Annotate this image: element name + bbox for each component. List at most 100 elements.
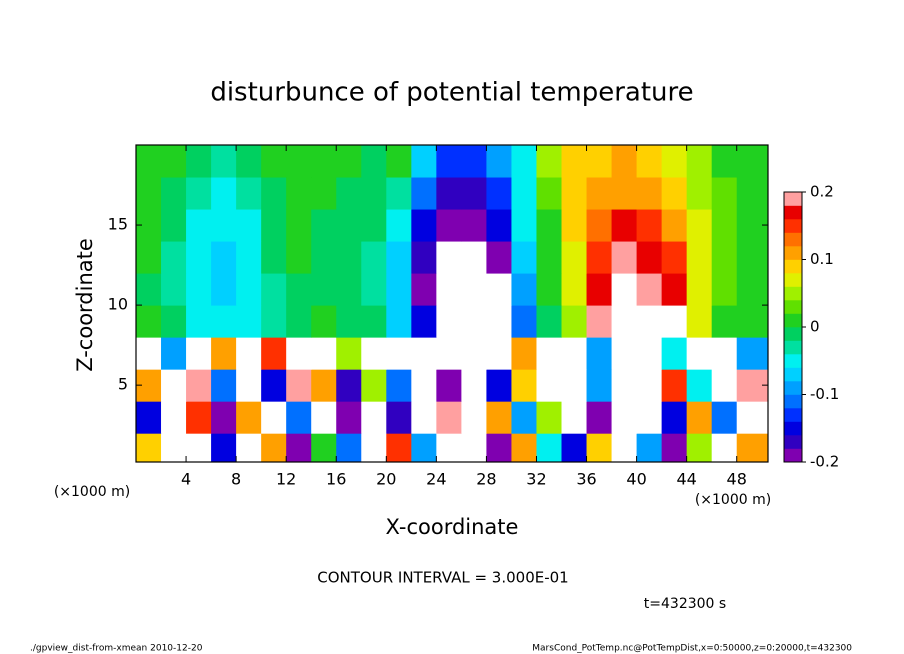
heat-cell [736, 177, 768, 210]
heat-cell [361, 241, 387, 274]
heat-cell [411, 145, 437, 178]
heat-cell [711, 145, 738, 178]
heat-cell [286, 433, 312, 462]
heat-cell [661, 401, 688, 434]
heat-cell [186, 177, 212, 210]
heat-cell [511, 305, 537, 338]
heat-cell [586, 433, 613, 462]
heat-cell [636, 177, 663, 210]
heat-cell [436, 305, 462, 338]
heat-cell [411, 401, 437, 434]
heat-cell [411, 177, 437, 210]
heat-cell [161, 337, 187, 370]
heat-cell [536, 145, 563, 178]
heat-cell [736, 273, 768, 306]
heat-cell [586, 273, 613, 306]
x-tick-label: 16 [326, 470, 346, 489]
x-tick-label: 8 [231, 470, 241, 489]
heat-cell [286, 369, 312, 402]
x-tick-label: 40 [626, 470, 646, 489]
heat-cell [286, 145, 312, 178]
heat-cell [461, 177, 487, 210]
heat-cell [286, 209, 312, 242]
heat-cell [136, 433, 162, 462]
colorbar-segment [784, 448, 802, 463]
heat-cell [461, 369, 487, 402]
heat-cell [561, 401, 588, 434]
heat-cell [336, 433, 362, 462]
heat-cell [511, 273, 537, 306]
colorbar-segment [784, 381, 802, 395]
heat-cell [211, 273, 237, 306]
heat-cell [636, 209, 663, 242]
heat-cell [536, 241, 563, 274]
heat-cell [386, 209, 412, 242]
heat-cell [386, 433, 412, 462]
heat-cell [686, 241, 713, 274]
heat-cell [186, 241, 212, 274]
heat-cell [186, 401, 212, 434]
heat-cell [236, 369, 262, 402]
heat-cell [336, 337, 362, 370]
heat-cell [486, 401, 512, 434]
colorbar-segment [784, 259, 802, 274]
heat-cell [711, 369, 738, 402]
heat-cell [186, 209, 212, 242]
heat-cell [311, 401, 337, 434]
heat-cell [561, 241, 588, 274]
heat-cell [586, 337, 613, 370]
heat-cell [311, 273, 337, 306]
contour-note: CONTOUR INTERVAL = 3.000E-01 [317, 569, 568, 587]
heat-cell [561, 337, 588, 370]
heat-cell [311, 145, 337, 178]
heat-cell [686, 305, 713, 338]
heat-cell [386, 273, 412, 306]
y-tick-label: 15 [108, 215, 128, 234]
heat-cell [336, 401, 362, 434]
heat-cell [286, 241, 312, 274]
colorbar-segment [784, 408, 802, 422]
time-label: t=432300 s [644, 596, 726, 612]
plot-frame [135, 144, 769, 463]
heat-cell [311, 177, 337, 210]
heat-cell [211, 209, 237, 242]
heat-cell [486, 433, 512, 462]
heat-cell [436, 145, 462, 178]
heat-cell [686, 209, 713, 242]
heat-cell [336, 177, 362, 210]
heat-cell [336, 209, 362, 242]
heat-cell [336, 273, 362, 306]
colorbar-segment [784, 192, 802, 206]
heat-cell [461, 401, 487, 434]
heat-cell [361, 209, 387, 242]
x-tick-label: 36 [576, 470, 596, 489]
heat-cell [586, 209, 613, 242]
heat-cell [661, 145, 688, 178]
heat-cell [561, 369, 588, 402]
heat-cell [186, 273, 212, 306]
heat-cell [661, 177, 688, 210]
heat-cell [386, 241, 412, 274]
heat-cell [236, 177, 262, 210]
heat-cell [161, 241, 187, 274]
heat-cell [586, 369, 613, 402]
heat-cell [286, 273, 312, 306]
heat-cell [611, 369, 638, 402]
heat-cell [611, 401, 638, 434]
colorbar-segment [784, 246, 802, 260]
heat-cell [661, 369, 688, 402]
heat-cell [736, 145, 768, 178]
heat-cell [586, 145, 613, 178]
field [136, 145, 768, 462]
heat-cell [636, 369, 663, 402]
heat-cell [261, 433, 287, 462]
footer-right: MarsCond_PotTemp.nc@PotTempDist,x=0:5000… [532, 644, 852, 654]
heat-cell [736, 337, 768, 370]
heat-cell [411, 209, 437, 242]
heat-cell [486, 305, 512, 338]
heat-cell [636, 337, 663, 370]
x-tick-label: 28 [476, 470, 496, 489]
heat-cell [486, 337, 512, 370]
heat-cell [536, 305, 563, 338]
